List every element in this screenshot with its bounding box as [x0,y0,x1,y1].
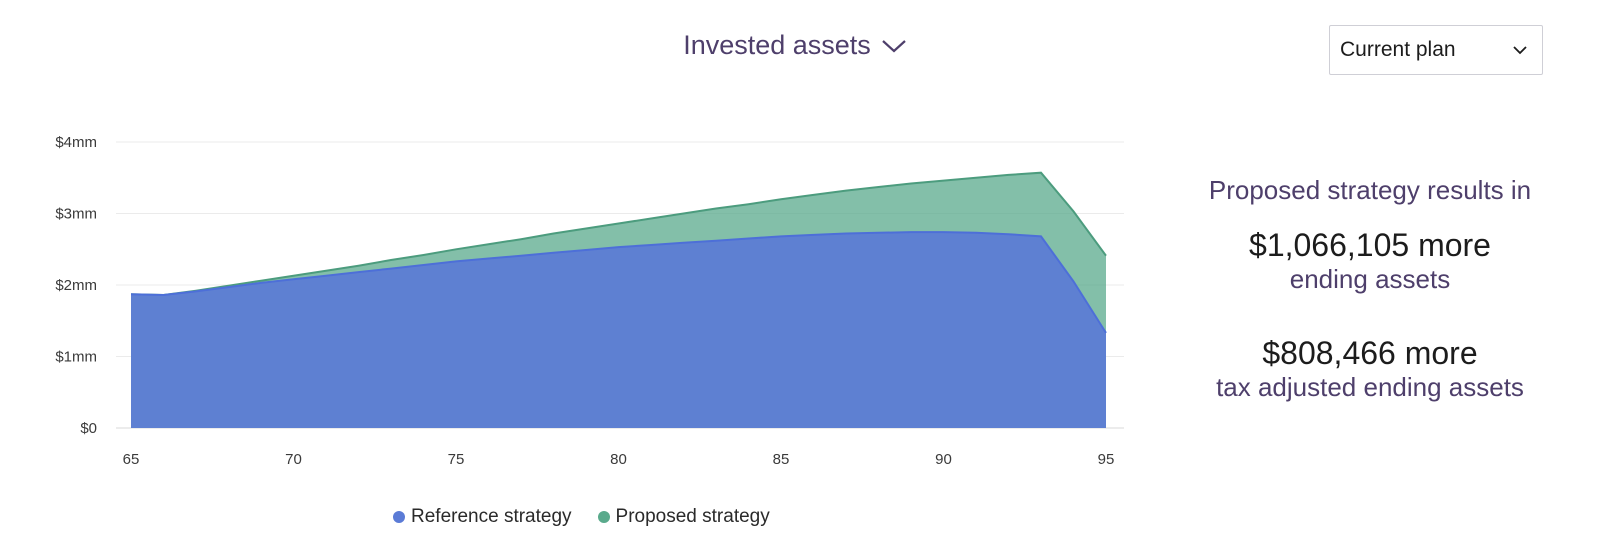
tax-adjusted-stat: $808,466 more tax adjusted ending assets [1190,334,1550,404]
x-tick-label: 70 [285,451,302,468]
y-tick-label: $2mm [55,277,97,294]
strategy-summary: Proposed strategy results in $1,066,105 … [1190,170,1550,403]
chevron-down-icon [1513,46,1527,55]
proposed-strategy-line [130,171,1107,297]
legend-item-reference[interactable]: Reference strategy [393,506,572,528]
x-tick-label: 85 [773,451,790,468]
reference-strategy-line [130,231,1107,334]
chart-metric-label: Invested assets [683,30,871,60]
proposed-dot-icon [597,511,610,523]
legend-label-reference: Reference strategy [411,506,572,527]
plan-select-dropdown[interactable]: Current plan [1329,25,1543,75]
tax-adjusted-amount: $808,466 more [1262,334,1478,371]
legend-item-proposed[interactable]: Proposed strategy [597,506,770,528]
x-tick-label: 80 [610,451,627,468]
ending-assets-amount: $1,066,105 more [1249,227,1491,263]
y-tick-label: $0 [80,420,97,437]
ending-assets-stat: $1,066,105 more ending assets [1190,226,1550,296]
y-tick-label: $1mm [55,349,97,366]
x-tick-label: 95 [1098,451,1115,468]
chart-metric-selector[interactable]: Invested assets [0,30,1590,61]
legend-label-proposed: Proposed strategy [615,506,770,527]
reference-dot-icon [393,511,405,523]
x-tick-label: 75 [448,451,465,468]
x-tick-label: 65 [123,451,140,468]
y-tick-label: $3mm [55,206,97,223]
chevron-down-icon [882,39,906,52]
y-tick-label: $4mm [55,134,97,151]
area-chart: $0 $1mm $2mm $3mm $4mm 65 70 75 80 85 90 95 [0,100,1140,559]
ending-assets-label: ending assets [1289,264,1451,295]
reference-strategy-area [131,232,1106,428]
area-chart-svg: $0 $1mm $2mm $3mm $4mm 65 70 75 80 85 90 95 [55,134,1124,468]
x-tick-label: 90 [935,451,952,468]
summary-intro: Proposed strategy results in [1208,175,1532,205]
plan-select-value: Current plan [1340,38,1456,61]
tax-adjusted-label: tax adjusted ending assets [1216,371,1524,402]
chart-legend: Reference strategy Proposed strategy [393,506,770,528]
